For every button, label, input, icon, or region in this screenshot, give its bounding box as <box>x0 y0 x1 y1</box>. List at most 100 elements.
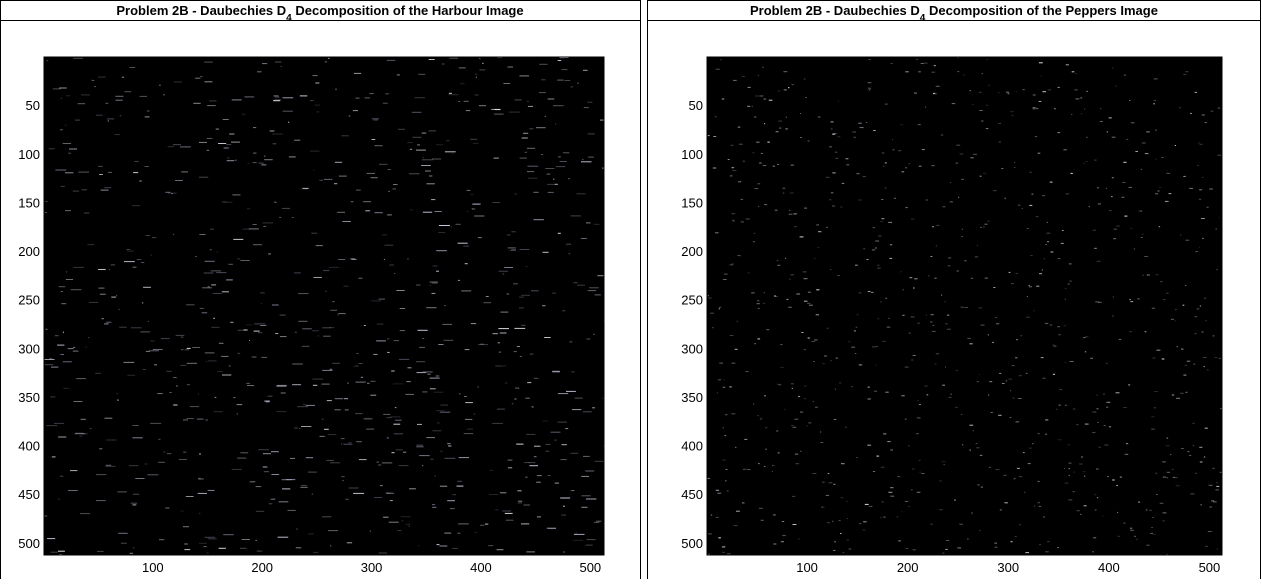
image-texture <box>288 122 289 123</box>
image-texture <box>1156 130 1157 131</box>
image-texture <box>775 210 778 211</box>
image-texture <box>936 353 939 354</box>
image-texture <box>501 312 509 313</box>
image-texture <box>78 103 86 104</box>
image-texture <box>96 115 103 116</box>
image-texture <box>283 111 293 112</box>
image-texture <box>490 470 493 471</box>
image-texture <box>574 534 585 535</box>
image-texture <box>835 158 838 159</box>
image-texture <box>393 383 403 384</box>
image-texture <box>499 352 501 353</box>
image-texture <box>878 236 881 237</box>
image-texture <box>390 416 400 417</box>
image-texture <box>757 303 760 304</box>
image-texture <box>887 441 890 442</box>
image-texture <box>832 206 835 207</box>
image-texture <box>263 453 271 454</box>
image-texture <box>522 138 528 139</box>
image-texture <box>1198 142 1200 143</box>
image-texture <box>400 308 405 309</box>
image-texture <box>1095 510 1097 511</box>
image-texture <box>885 298 886 299</box>
image-texture <box>569 341 572 342</box>
image-texture <box>1036 216 1039 217</box>
image-texture <box>461 290 471 291</box>
image-texture <box>422 371 432 372</box>
image-texture <box>991 412 993 413</box>
image-texture <box>418 74 425 75</box>
image-texture <box>279 501 289 502</box>
image-texture <box>999 373 1001 374</box>
image-texture <box>488 545 493 546</box>
image-texture <box>788 87 790 88</box>
image-texture <box>913 288 915 289</box>
image-texture <box>752 106 753 107</box>
image-texture <box>45 212 47 213</box>
image-texture <box>862 530 865 531</box>
image-texture <box>970 450 971 451</box>
image-texture <box>566 391 576 392</box>
image-texture <box>391 371 394 372</box>
image-texture <box>1069 281 1072 282</box>
image-texture <box>376 340 386 341</box>
image-texture <box>955 407 958 408</box>
image-texture <box>773 544 776 545</box>
image-texture <box>1155 193 1158 194</box>
image-texture <box>1151 527 1153 528</box>
image-texture <box>273 143 277 144</box>
image-texture <box>594 224 600 225</box>
image-texture <box>754 233 756 234</box>
image-texture <box>446 140 449 141</box>
image-texture <box>1129 187 1133 188</box>
image-texture <box>1129 299 1131 300</box>
image-texture <box>158 462 165 463</box>
image-texture <box>868 399 871 400</box>
image-texture <box>820 432 821 433</box>
image-texture <box>722 546 725 547</box>
image-texture <box>1129 100 1130 101</box>
image-texture <box>1112 480 1115 481</box>
y-tick-label: 350 <box>18 390 40 405</box>
image-texture <box>342 480 344 481</box>
image-texture <box>204 273 214 274</box>
image-texture <box>482 63 484 64</box>
image-texture <box>399 465 409 466</box>
image-texture <box>1146 545 1149 546</box>
image-texture <box>1012 365 1015 366</box>
image-texture <box>813 258 815 259</box>
image-texture <box>187 384 190 385</box>
image-texture <box>1205 320 1207 321</box>
image-texture <box>353 110 358 111</box>
image-texture <box>903 289 905 290</box>
image-texture <box>979 92 982 93</box>
image-texture <box>1157 350 1161 351</box>
image-texture <box>710 313 714 314</box>
image-texture <box>724 379 725 380</box>
image-texture <box>221 356 228 357</box>
image-texture <box>753 241 755 242</box>
image-texture <box>440 546 448 547</box>
image-texture <box>1019 375 1022 376</box>
image-texture <box>552 293 556 294</box>
image-texture <box>147 111 150 112</box>
image-texture <box>733 80 737 81</box>
image-texture <box>1160 281 1163 282</box>
image-texture <box>295 332 297 333</box>
image-texture <box>223 534 234 535</box>
image-texture <box>1205 546 1208 547</box>
image-texture <box>986 128 989 129</box>
image-texture <box>82 433 88 434</box>
image-texture <box>1016 421 1020 422</box>
image-texture <box>186 304 194 305</box>
image-texture <box>1019 476 1022 477</box>
image-texture <box>1125 454 1129 455</box>
image-texture <box>372 118 379 119</box>
image-texture <box>268 396 273 397</box>
image-texture <box>116 100 123 101</box>
image-texture <box>1145 153 1149 154</box>
image-texture <box>840 533 842 534</box>
image-texture <box>533 192 538 193</box>
image-texture <box>383 517 388 518</box>
image-texture <box>1103 394 1105 395</box>
